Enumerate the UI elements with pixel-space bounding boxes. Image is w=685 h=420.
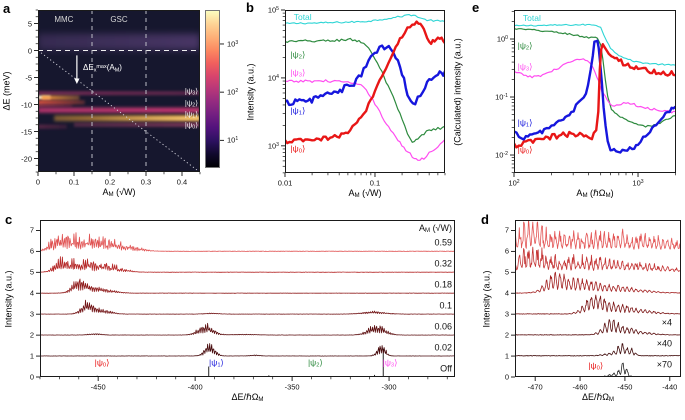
emission-band [38, 124, 67, 129]
annotation-arrowhead [74, 78, 80, 84]
axis-ticks [510, 10, 676, 177]
panel-letter-e: e [472, 0, 480, 15]
series-line [514, 43, 676, 149]
emission-band [38, 100, 85, 105]
panel-letter-d: d [481, 212, 489, 227]
panel-letter-a: a [3, 1, 11, 16]
spectrum-trace [515, 319, 681, 336]
spectrum-trace [515, 271, 681, 294]
series-line [514, 58, 676, 114]
series-line [285, 14, 445, 25]
spectrum-trace [515, 294, 681, 315]
panel-frame [515, 220, 681, 377]
axis-ticks [34, 9, 201, 176]
panel-letter-b: b [246, 0, 254, 15]
emission-band [74, 122, 200, 127]
panel-frame [40, 220, 455, 377]
series-line [285, 79, 445, 161]
emission-band [38, 91, 200, 96]
spectrum-trace [515, 220, 681, 250]
panel-frame [514, 10, 676, 173]
heatmap-bands [38, 10, 200, 172]
series-line [514, 39, 676, 154]
spectrum-trace [515, 246, 681, 272]
spectrum-trace [40, 343, 455, 357]
panel-letter-c: c [5, 212, 13, 227]
spectrum-trace [515, 343, 681, 357]
series-line [514, 23, 676, 66]
spectrum-trace [40, 278, 455, 294]
panel-frame [38, 10, 200, 172]
spectrum-trace [40, 256, 455, 273]
spectrum-trace [40, 232, 455, 252]
spectrum-trace [40, 322, 455, 336]
axis-ticks [36, 230, 448, 381]
spectrum-trace [40, 299, 455, 315]
spectrum-trace [515, 362, 681, 377]
series-line [514, 27, 676, 128]
emission-band-core [88, 117, 200, 120]
emission-band [38, 33, 200, 50]
series-line [285, 37, 445, 143]
panel-frame [285, 10, 445, 173]
axis-ticks [511, 230, 671, 381]
series-line [285, 44, 445, 107]
axis-ticks [281, 9, 446, 177]
series-line [285, 20, 445, 145]
emission-band [38, 107, 200, 113]
emission-band [41, 95, 80, 101]
emission-band [38, 103, 73, 108]
